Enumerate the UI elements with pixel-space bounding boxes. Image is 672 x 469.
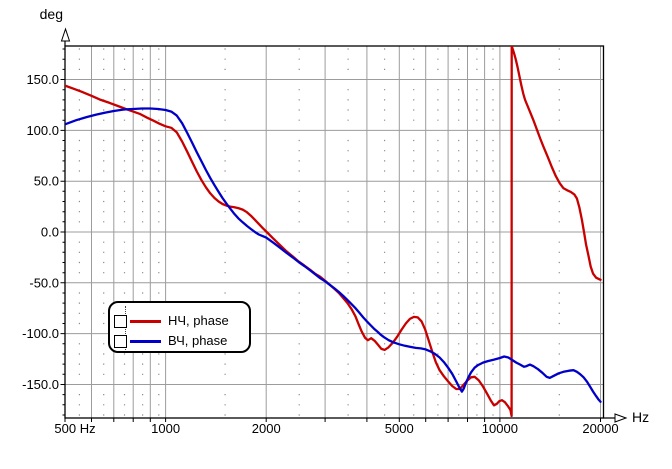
svg-text:1000: 1000	[151, 421, 180, 436]
svg-text:20000: 20000	[582, 421, 618, 436]
vch-series-color-line	[130, 339, 161, 343]
nch-series-color-line	[130, 319, 161, 323]
legend-checkbox-vch[interactable]	[114, 334, 127, 348]
legend-checkbox-nch[interactable]	[114, 314, 127, 328]
svg-text:-50.0: -50.0	[29, 275, 59, 290]
svg-text:-150.0: -150.0	[22, 377, 59, 392]
svg-text:50.0: 50.0	[34, 174, 59, 189]
svg-text:0.0: 0.0	[41, 225, 59, 240]
svg-text:2000: 2000	[252, 421, 281, 436]
legend-item-nch[interactable]: НЧ, phase	[114, 311, 229, 331]
legend-label-vch: ВЧ, phase	[168, 333, 228, 348]
svg-text:5000: 5000	[385, 421, 414, 436]
legend-box[interactable]: НЧ, phase ВЧ, phase	[108, 301, 251, 353]
y-axis-unit-label: deg	[39, 6, 63, 22]
svg-text:100.0: 100.0	[26, 123, 59, 138]
x-axis-unit-label: Hz	[632, 409, 650, 425]
svg-text:500 Hz: 500 Hz	[54, 421, 95, 436]
svg-text:-100.0: -100.0	[22, 326, 59, 341]
legend-item-vch[interactable]: ВЧ, phase	[114, 331, 227, 351]
svg-text:150.0: 150.0	[26, 72, 59, 87]
svg-text:10000: 10000	[482, 421, 518, 436]
legend-handle-dotted-line	[125, 306, 126, 350]
legend-label-nch: НЧ, phase	[168, 313, 229, 328]
